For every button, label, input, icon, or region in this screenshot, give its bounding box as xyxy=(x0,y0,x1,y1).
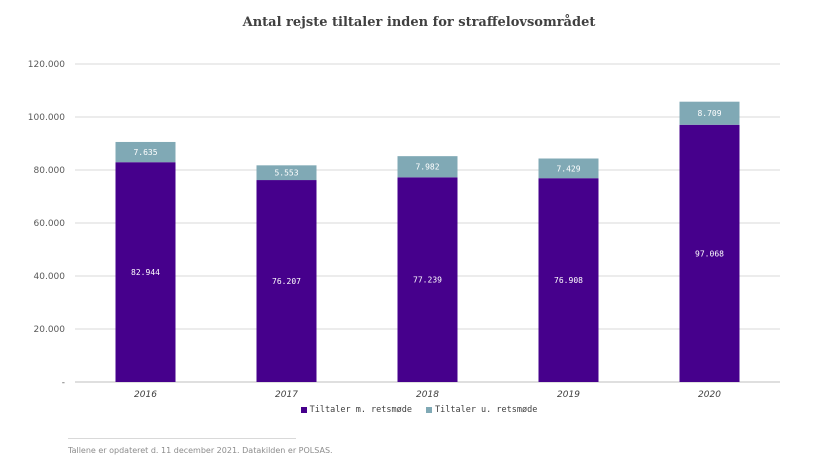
bar-segment[interactable] xyxy=(256,165,317,181)
y-tick-label: 60.000 xyxy=(34,219,66,229)
source-footnote: Tallene er opdateret d. 11 december 2021… xyxy=(68,446,333,455)
y-tick-label: 40.000 xyxy=(34,272,66,282)
y-tick-label: 20.000 xyxy=(34,325,66,335)
bar-segment[interactable] xyxy=(115,141,176,163)
x-tick-label: 2016 xyxy=(134,390,157,400)
chart-title: Antal rejste tiltaler inden for straffel… xyxy=(242,15,596,30)
x-axis-ticks: 2016 2017 2018 2019 2020 xyxy=(134,390,721,400)
data-label: 77.239 xyxy=(413,276,442,285)
data-label: 7.635 xyxy=(133,148,157,157)
data-label: 7.982 xyxy=(415,163,439,172)
x-tick-label: 2019 xyxy=(557,390,580,400)
y-tick-label: 100.000 xyxy=(28,113,65,123)
legend-item-with-hearing[interactable]: Tiltaler m. retsmøde xyxy=(300,405,412,415)
bar-segment[interactable] xyxy=(115,162,176,382)
bars xyxy=(115,101,740,382)
bar-segment[interactable] xyxy=(397,156,458,178)
y-tick-label: 80.000 xyxy=(34,166,66,176)
bar-segment[interactable] xyxy=(679,101,740,125)
bar-segment[interactable] xyxy=(397,177,458,382)
y-tick-label: - xyxy=(62,378,65,388)
data-label: 5.553 xyxy=(274,169,298,178)
bar-segment[interactable] xyxy=(538,158,599,179)
data-label: 76.908 xyxy=(554,276,583,285)
data-label: 76.207 xyxy=(272,277,301,286)
bar-segment[interactable] xyxy=(538,178,599,382)
data-labels: 82.944 7.635 76.207 5.553 77.239 7.982 76.908 7… xyxy=(131,109,724,286)
bar-segment[interactable] xyxy=(256,180,317,382)
x-tick-label: 2020 xyxy=(698,390,721,400)
legend-swatch-without-hearing xyxy=(426,407,432,413)
x-tick-label: 2018 xyxy=(416,390,439,400)
bar-segment[interactable] xyxy=(679,124,740,382)
legend-item-without-hearing[interactable]: Tiltaler u. retsmøde xyxy=(426,405,537,415)
legend-label-without-hearing: Tiltaler u. retsmøde xyxy=(435,405,538,415)
y-axis-ticks: - 20.000 40.000 60.000 80.000 100.000 120.000 xyxy=(28,60,65,388)
legend-swatch-with-hearing xyxy=(300,407,307,413)
data-label: 8.709 xyxy=(697,109,721,118)
legend-label-with-hearing: Tiltaler m. retsmøde xyxy=(309,405,412,415)
data-label: 97.068 xyxy=(695,249,724,258)
data-label: 7.429 xyxy=(556,164,580,173)
y-tick-label: 120.000 xyxy=(28,60,65,70)
footer-divider xyxy=(68,438,296,439)
x-tick-label: 2017 xyxy=(275,390,298,400)
data-label: 82.944 xyxy=(131,268,160,277)
legend: Tiltaler m. retsmøde Tiltaler u. retsmød… xyxy=(0,405,838,415)
